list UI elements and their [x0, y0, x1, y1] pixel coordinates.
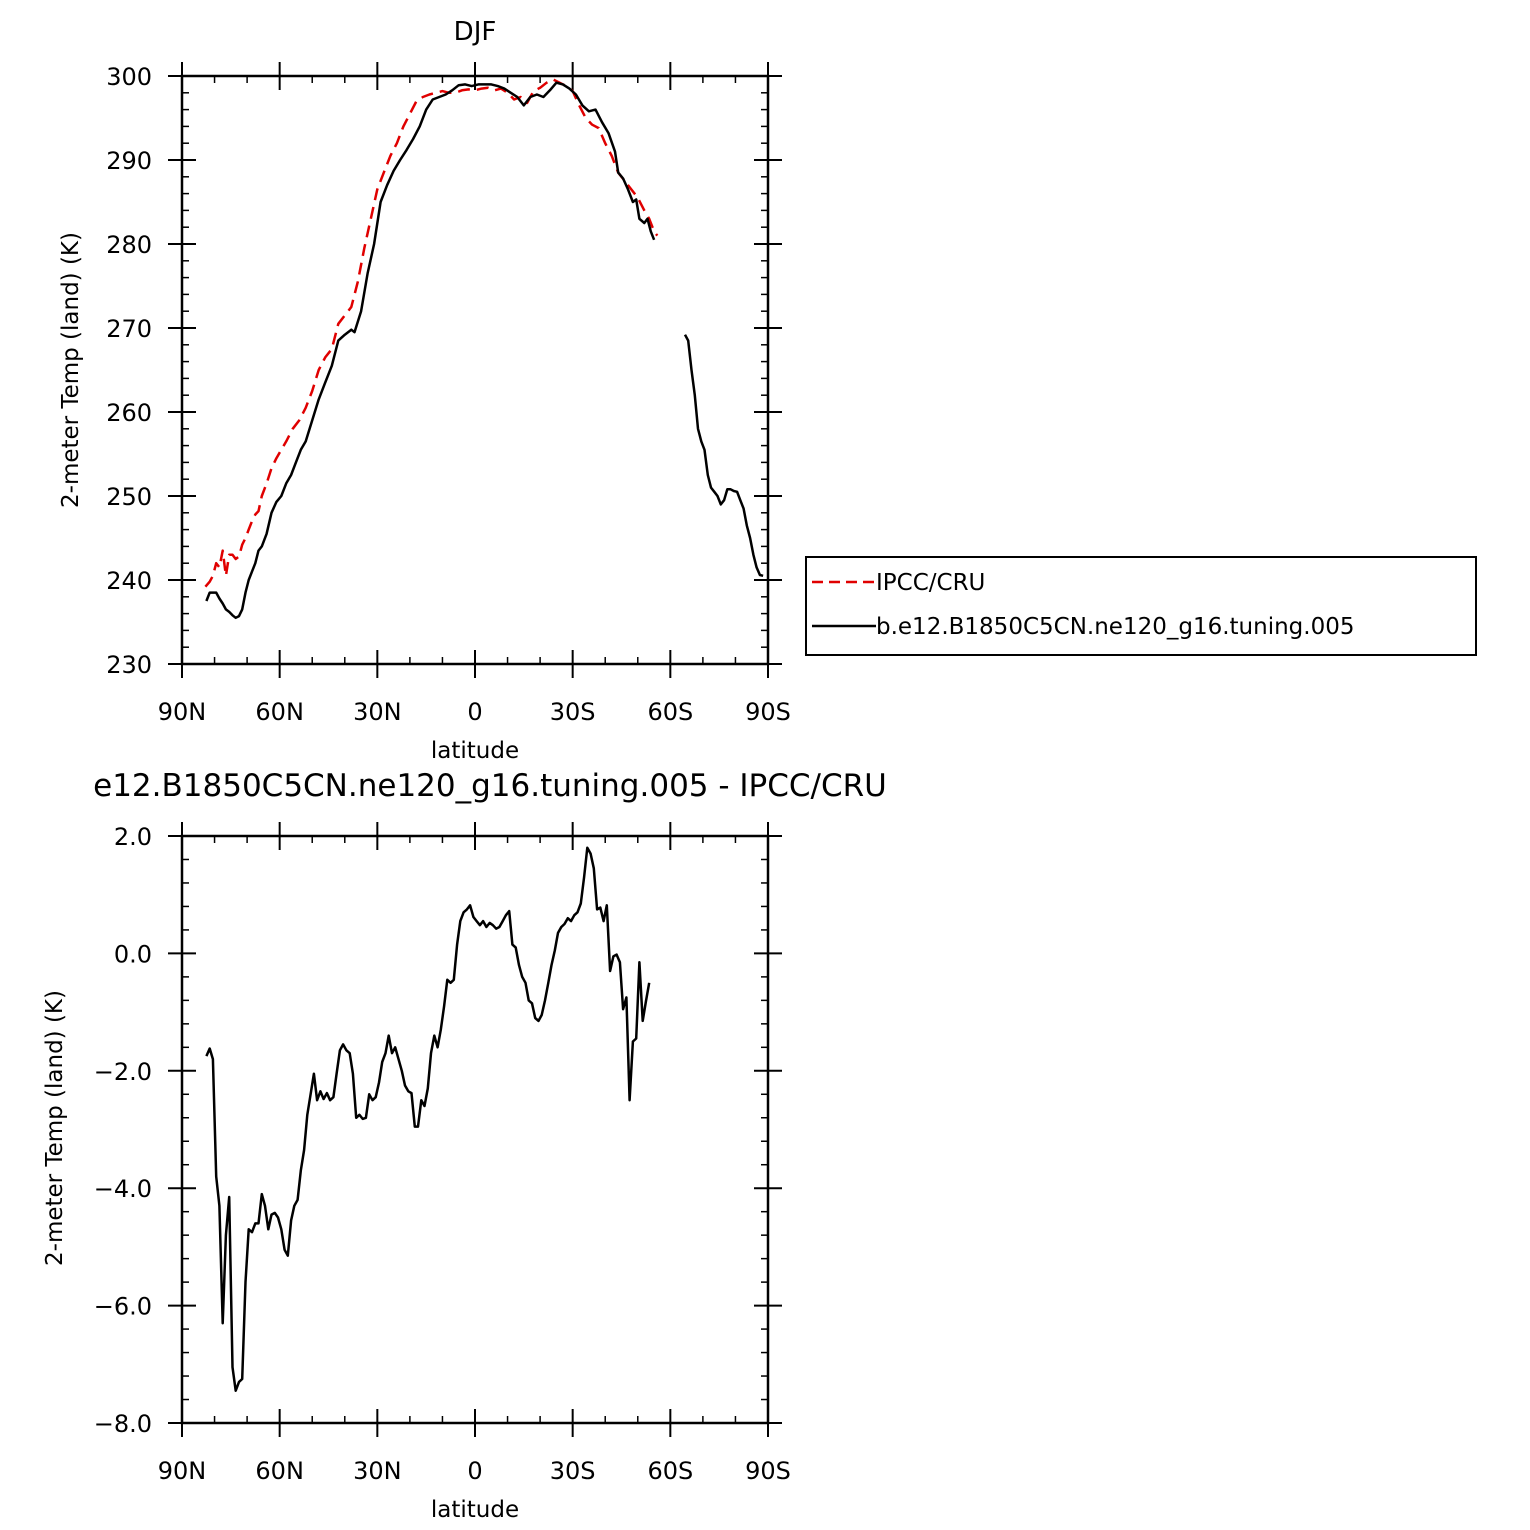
axis-ticks-bottom: −8.0 −6.0 −4.0 −2.0 0.0 2.0 90N 60N 30N 0 30S 60S 90…: [94, 822, 791, 1485]
x-tick-label-bottom: 90N: [158, 1457, 207, 1485]
legend: IPCC/CRU b.e12.B1850C5CN.ne120_g16.tunin…: [805, 556, 1477, 656]
plot-frame-bottom: [180, 834, 770, 1425]
series-line-difference: [205, 846, 651, 1392]
legend-box: [805, 556, 1477, 656]
y-tick-label-top: 270: [106, 315, 152, 343]
panel-title-djf: DJF: [454, 17, 497, 47]
y-tick-label-top: 290: [106, 147, 152, 175]
y-tick-label-bottom: −6.0: [94, 1293, 152, 1321]
x-tick-label-top: 30S: [550, 698, 596, 726]
x-tick-label-bottom: 0: [467, 1457, 482, 1485]
x-tick-label-top: 60S: [647, 698, 693, 726]
legend-label-model: b.e12.B1850C5CN.ne120_g16.tuning.005: [876, 614, 1354, 640]
axis-ticks-top: 230 240 250 260 270 280 290 300 90N 60N 30N 0 30S 60S…: [106, 62, 791, 726]
x-tick-label-top: 30N: [353, 698, 402, 726]
series-layer-top: [204, 78, 764, 620]
y-tick-label-bottom: 0.0: [114, 940, 152, 968]
y-tick-label-top: 230: [106, 651, 152, 679]
y-tick-label-bottom: −2.0: [94, 1058, 152, 1086]
x-tick-label-top: 0: [467, 698, 482, 726]
y-tick-label-bottom: −8.0: [94, 1410, 152, 1438]
series-line-b-e12-b1850c5cn-ne120-g16-tuning-005-segment-1: [205, 81, 656, 620]
y-axis-label-bottom: 2-meter Temp (land) (K): [42, 990, 68, 1266]
x-tick-label-bottom: 60S: [647, 1457, 693, 1485]
y-tick-label-top: 300: [106, 63, 152, 91]
y-tick-label-top: 250: [106, 483, 152, 511]
y-tick-label-bottom: 2.0: [114, 823, 152, 851]
y-tick-label-top: 280: [106, 231, 152, 259]
y-axis-label-top: 2-meter Temp (land) (K): [58, 232, 84, 508]
x-tick-label-top: 60N: [255, 698, 304, 726]
x-tick-label-top: 90S: [745, 698, 791, 726]
plot-frame-top: [180, 74, 770, 666]
panel-difference: e12.B1850C5CN.ne120_g16.tuning.005 - IPC…: [42, 768, 887, 1523]
legend-label-ipcc-cru: IPCC/CRU: [876, 570, 985, 596]
x-axis-label-bottom: latitude: [431, 1497, 519, 1523]
x-tick-label-bottom: 60N: [255, 1457, 304, 1485]
series-line-ipcc-cru: [204, 78, 659, 588]
y-tick-label-top: 260: [106, 399, 152, 427]
x-axis-label-top: latitude: [431, 738, 519, 764]
series-layer-bottom: [205, 846, 651, 1392]
panel-title-difference: e12.B1850C5CN.ne120_g16.tuning.005 - IPC…: [93, 768, 887, 804]
panel-djf: DJF 2-meter Temp (land) (K) latitude 230…: [58, 17, 791, 764]
x-tick-label-bottom: 30S: [550, 1457, 596, 1485]
series-line-b-e12-b1850c5cn-ne120-g16-tuning-005-segment-2: [683, 334, 764, 578]
x-tick-label-top: 90N: [158, 698, 207, 726]
x-tick-label-bottom: 30N: [353, 1457, 402, 1485]
x-tick-label-bottom: 90S: [745, 1457, 791, 1485]
y-tick-label-bottom: −4.0: [94, 1175, 152, 1203]
y-tick-label-top: 240: [106, 567, 152, 595]
